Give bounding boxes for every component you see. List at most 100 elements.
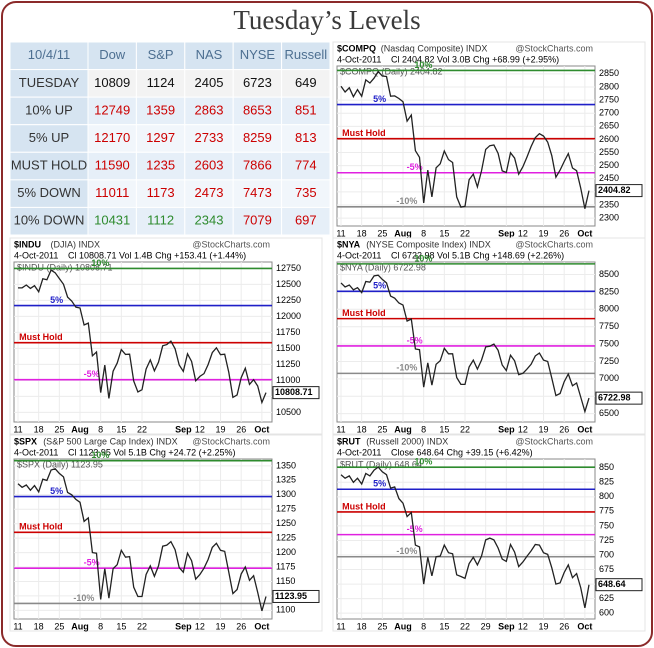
y-tick-label: 12250 [276, 295, 301, 305]
table-cell [281, 179, 331, 208]
y-tick-label: 2450 [599, 173, 619, 183]
last-price-box [595, 578, 643, 592]
y-tick-label: 2700 [599, 108, 619, 118]
date: 4-Oct-2011 [14, 447, 58, 457]
table-cell [232, 96, 283, 126]
table-cell [281, 96, 331, 126]
level-label: Must Hold [342, 501, 386, 511]
x-tick-label: Aug [71, 621, 89, 631]
legend: $RUT (Daily) 648.64 [340, 459, 422, 469]
y-tick-label: 700 [599, 549, 614, 559]
source: @StockCharts.com [515, 239, 593, 249]
x-tick-label: 19 [539, 424, 549, 434]
x-tick-label: 8 [421, 228, 426, 238]
x-tick-label: Oct [254, 621, 269, 631]
table-value: 1124 [147, 75, 175, 90]
level-label: -10% [73, 593, 94, 603]
table-value: 12749 [94, 102, 130, 117]
x-tick-label: 15 [439, 424, 449, 434]
symbol: $COMPQ [337, 43, 376, 53]
x-tick-label: 19 [216, 621, 226, 631]
level-label: -5% [84, 369, 100, 379]
legend: $COMPQ (Daily) 2404.82 [340, 66, 443, 76]
level-label: -5% [407, 162, 423, 172]
x-tick-label: 15 [116, 424, 126, 434]
level-label: Must Hold [342, 308, 386, 318]
table-cell [9, 124, 89, 153]
price-line [340, 274, 590, 414]
x-tick-label: 15 [439, 228, 449, 238]
last-price: 10808.71 [275, 387, 313, 397]
x-tick-label: Aug [394, 621, 412, 631]
x-tick-label: 26 [236, 424, 246, 434]
row-label: MUST HOLD [11, 158, 87, 173]
date: 4-Oct-2011 [337, 250, 381, 260]
x-tick-label: 19 [539, 621, 549, 631]
y-tick-label: 12500 [276, 279, 301, 289]
index-name: (Nasdaq Composite) INDX [381, 43, 488, 53]
legend: $INDU (Daily) 10808.71 [17, 262, 113, 272]
y-tick-label: 7500 [599, 338, 619, 348]
quote-info: Cl 10808.71 Vol 1.4B Chg +153.41 (+1.44%… [68, 250, 246, 260]
level-label: -5% [84, 558, 100, 568]
x-tick-label: 12 [195, 424, 205, 434]
y-tick-label: 1150 [276, 576, 295, 586]
header-text: S&P [148, 47, 174, 62]
x-tick-label: 25 [54, 424, 64, 434]
page-title: Tuesday’s Levels [233, 5, 420, 35]
y-tick-label: 2750 [599, 94, 619, 104]
x-tick-label: Sep [175, 621, 192, 631]
y-tick-label: 1225 [276, 533, 296, 543]
table-value: 11011 [95, 185, 129, 200]
y-tick-label: 2300 [599, 213, 619, 223]
header-text: Russell [284, 47, 327, 62]
x-tick-label: Oct [577, 424, 592, 434]
symbol: $RUT [337, 436, 361, 446]
table-cell [281, 151, 331, 181]
table-value: 735 [295, 185, 317, 200]
level-label: 5% [50, 486, 63, 496]
x-tick-label: 25 [377, 228, 387, 238]
x-tick-label: 25 [54, 621, 64, 631]
header-text: Dow [99, 47, 126, 62]
y-tick-label: 775 [599, 506, 614, 516]
level-label: 10% [414, 253, 432, 263]
table-value: 8259 [243, 130, 272, 145]
level-label: -10% [396, 546, 417, 556]
row-label: 5% DOWN [17, 185, 81, 200]
date: 4-Oct-2011 [337, 54, 381, 64]
symbol: $INDU [14, 239, 41, 249]
last-price-box [595, 184, 643, 198]
table-value: 851 [295, 102, 317, 117]
x-tick-label: 8 [421, 424, 426, 434]
table-value: 774 [295, 158, 317, 173]
y-tick-label: 11750 [276, 327, 300, 337]
y-tick-label: 8500 [599, 269, 619, 279]
x-tick-label: 12 [195, 621, 205, 631]
x-tick-label: 15 [439, 621, 449, 631]
table-value: 7473 [243, 185, 272, 200]
table-value: 7866 [243, 158, 272, 173]
x-tick-label: 8 [421, 621, 426, 631]
header-cell [135, 41, 186, 71]
table-value: 12170 [94, 130, 130, 145]
y-tick-label: 12750 [276, 263, 301, 273]
y-tick-label: 11000 [276, 375, 300, 385]
row-label: 5% UP [29, 130, 69, 145]
y-tick-label: 2600 [599, 134, 619, 144]
y-tick-label: 7750 [599, 321, 619, 331]
x-tick-label: 18 [357, 228, 367, 238]
table-value: 2603 [195, 158, 224, 173]
y-tick-label: 10500 [276, 407, 301, 417]
y-tick-label: 750 [599, 520, 614, 530]
table-value: 2863 [195, 102, 224, 117]
x-tick-label: Sep [175, 424, 192, 434]
row-label: 10% UP [25, 102, 73, 117]
table-value: 10431 [94, 213, 130, 228]
y-tick-label: 825 [599, 477, 614, 487]
table-value: 1112 [147, 213, 174, 228]
source: @StockCharts.com [515, 436, 593, 446]
table-value: 7079 [243, 213, 272, 228]
level-label: 10% [414, 457, 432, 467]
stock-chart: $NYA (NYSE Composite Index) INDX @StockCha… [332, 237, 646, 435]
